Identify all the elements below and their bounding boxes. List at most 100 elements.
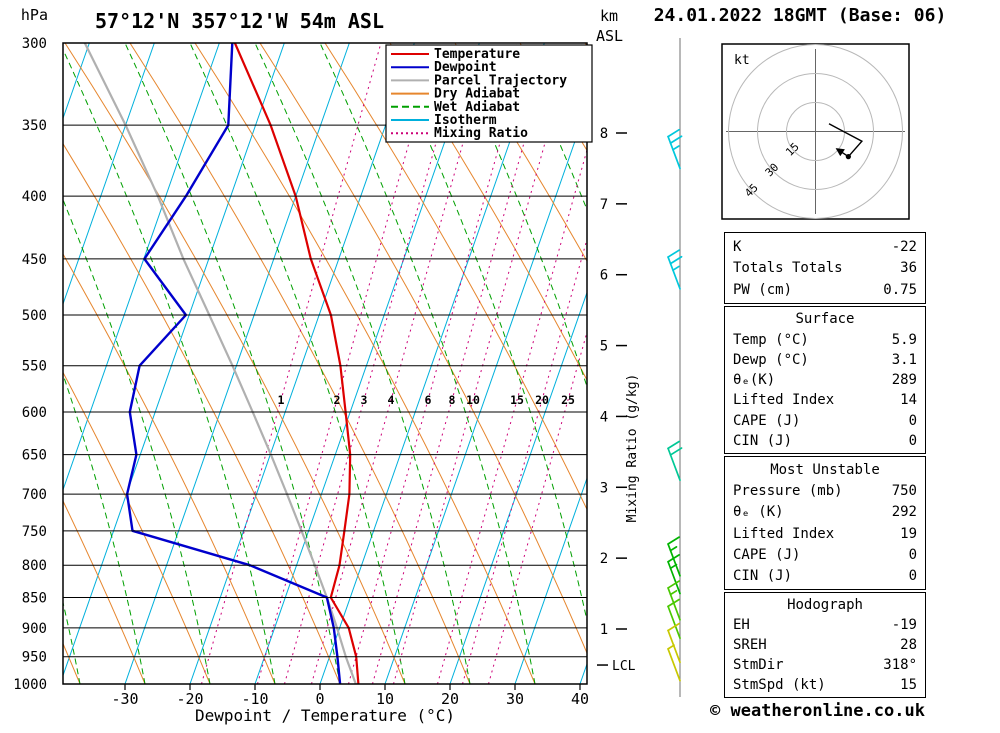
pressure-tick-label: 1000 <box>13 677 47 693</box>
pressure-tick-label: 650 <box>22 448 47 464</box>
km-tick-label: 3 <box>600 480 608 496</box>
copyright-label: © weatheronline.co.uk <box>710 701 925 721</box>
temp-tick-label: 30 <box>506 690 524 708</box>
isotherm-line <box>0 43 24 684</box>
temp-tick-label: -20 <box>176 690 203 708</box>
mixing-ratio-value-label: 4 <box>388 393 395 407</box>
pressure-tick-label: 950 <box>22 650 47 666</box>
km-tick-label: 1 <box>600 622 608 638</box>
mixing-ratio-value-label: 2 <box>334 393 341 407</box>
wind-barb <box>667 622 681 664</box>
legend-item-label: Wet Adiabat <box>434 100 520 115</box>
km-unit-label: km <box>600 7 618 25</box>
legend-item-label: Mixing Ratio <box>434 126 528 141</box>
pressure-unit-label: hPa <box>21 6 48 24</box>
pressure-tick-label: 600 <box>22 405 47 421</box>
wet-adiabat-line <box>319 43 536 684</box>
wet-adiabat-line <box>124 43 341 684</box>
km-tick-label: 2 <box>600 551 608 567</box>
isotherm-line <box>319 43 545 684</box>
wind-barb <box>667 580 681 621</box>
isotherm-line <box>514 476 587 684</box>
isotherm-line <box>63 43 285 677</box>
isotherm-line <box>124 43 350 684</box>
pressure-tick-label: 850 <box>22 590 47 606</box>
sounding-curves <box>83 43 360 684</box>
wind-barb <box>667 249 683 290</box>
temp-tick-label: -10 <box>241 690 268 708</box>
km-tick-label: 4 <box>600 409 608 425</box>
dry-adiabat-line <box>63 499 146 684</box>
pressure-tick-label: 800 <box>22 558 47 574</box>
dry-adiabat-line <box>63 142 341 684</box>
pressure-tick-label: 900 <box>22 621 47 637</box>
km-tick-label: 6 <box>600 268 608 284</box>
dry-adiabat-line <box>64 43 406 684</box>
pressure-tick-label: 750 <box>22 524 47 540</box>
wind-barb <box>667 644 681 682</box>
wind-barb <box>667 128 683 170</box>
temp-tick-label: 20 <box>441 690 459 708</box>
mixing-ratio-value-label: 15 <box>510 393 524 407</box>
dry-adiabat-line <box>259 43 587 655</box>
mixing-ratio-value-label: 10 <box>466 393 480 407</box>
datetime-label: 24.01.2022 18GMT (Base: 06) <box>654 5 947 26</box>
wind-barb <box>667 536 681 577</box>
dry-adiabat-line <box>194 43 536 684</box>
legend-item-label: Dry Adiabat <box>434 87 520 102</box>
pressure-tick-label: 450 <box>22 252 47 268</box>
temp-tick-label: 0 <box>315 690 324 708</box>
wind-barb <box>667 440 683 482</box>
dry-adiabat-line <box>63 371 211 684</box>
legend-item-label: Dewpoint <box>434 60 497 75</box>
asl-unit-label: ASL <box>596 27 623 45</box>
hodograph-trace <box>828 123 864 158</box>
pressure-tick-label: 700 <box>22 487 47 503</box>
height-axis: 8 7 6 5 4 3 2 1 <box>597 38 683 697</box>
wind-barb <box>667 598 681 640</box>
pressure-tick-label: 400 <box>22 189 47 205</box>
mixing-ratio-axis-label: Mixing Ratio (g/kg) <box>625 374 640 523</box>
temp-tick-label: 10 <box>376 690 394 708</box>
dry-adiabat-line <box>63 253 276 684</box>
lcl-label: LCL <box>612 659 636 674</box>
isotherm-line <box>63 43 155 306</box>
hodograph-unit-label: kt <box>734 53 750 68</box>
mixing-ratio-value-label: 3 <box>361 393 368 407</box>
isotherm-line <box>254 43 480 684</box>
isotherm-line <box>384 105 587 684</box>
dry-adiabat-line <box>129 43 471 684</box>
isotherm-line <box>449 291 587 684</box>
temp-tick-label: -30 <box>111 690 138 708</box>
x-axis-label: Dewpoint / Temperature (°C) <box>195 706 455 725</box>
wet-adiabat-line <box>63 48 276 684</box>
hodograph-trace-dot <box>845 154 851 160</box>
wind-barb <box>667 554 681 595</box>
pressure-tick-label: 550 <box>22 359 47 375</box>
mixing-ratio-value-label: 20 <box>535 393 549 407</box>
hodograph-ring <box>728 44 903 219</box>
wet-adiabat-line <box>189 43 406 684</box>
pressure-tick-label: 350 <box>22 118 47 134</box>
temp-tick-label: 40 <box>571 690 589 708</box>
pressure-tick-label: 300 <box>22 36 47 52</box>
mixing-ratio-labels: 1 2 3 4 6 8 10 15 20 25 <box>278 393 575 407</box>
mixing-ratio-value-label: 1 <box>278 393 285 407</box>
hodograph-ring <box>757 73 874 190</box>
pressure-tick-label: 500 <box>22 308 47 324</box>
legend-item-label: Isotherm <box>434 113 497 128</box>
wet-adiabat-line <box>254 43 471 684</box>
isotherm-line <box>189 43 415 684</box>
mixing-ratio-value-label: 25 <box>561 393 575 407</box>
km-tick-label: 8 <box>600 126 608 142</box>
km-tick-label: 5 <box>600 339 608 355</box>
plot-border <box>62 42 588 685</box>
legend-item-label: Temperature <box>434 47 520 62</box>
station-title: 57°12'N 357°12'W 54m ASL <box>95 9 384 33</box>
mixing-ratio-value-label: 8 <box>449 393 456 407</box>
km-tick-label: 7 <box>600 197 608 213</box>
